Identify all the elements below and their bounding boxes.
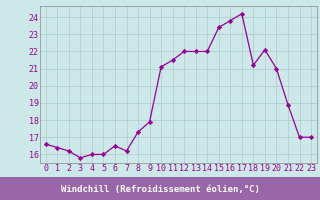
Text: Windchill (Refroidissement éolien,°C): Windchill (Refroidissement éolien,°C): [60, 185, 260, 194]
